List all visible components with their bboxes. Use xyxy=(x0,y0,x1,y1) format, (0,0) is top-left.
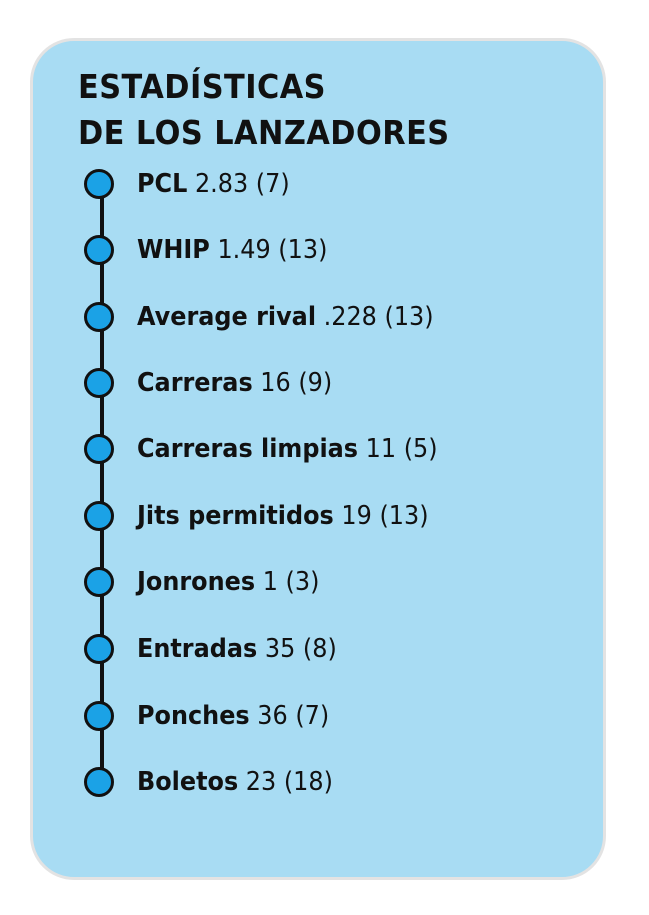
timeline-dot xyxy=(84,434,114,464)
stat-item-ponches: Ponches 36 (7) xyxy=(84,696,346,736)
timeline-dot xyxy=(84,169,114,199)
stat-item-whip: WHIP 1.49 (13) xyxy=(84,230,344,270)
stat-label: Average rival xyxy=(137,302,317,332)
stat-value: 19 (13) xyxy=(341,501,429,531)
timeline-dot xyxy=(84,634,114,664)
stat-label: Jonrones xyxy=(137,567,256,597)
timeline-dot xyxy=(84,302,114,332)
stat-value: .228 (13) xyxy=(323,302,434,332)
stat-value: 2.83 (7) xyxy=(194,169,290,199)
stat-value: 23 (18) xyxy=(245,767,333,797)
stat-label: WHIP xyxy=(137,235,210,265)
stat-label: Carreras xyxy=(137,368,253,398)
stat-label: Entradas xyxy=(137,634,258,664)
stat-label: Carreras limpias xyxy=(137,434,359,464)
stat-label: Ponches xyxy=(137,701,250,731)
timeline-dot xyxy=(84,235,114,265)
timeline-dot xyxy=(84,567,114,597)
title-line-1: ESTADÍSTICAS xyxy=(78,67,326,106)
timeline-line xyxy=(100,186,104,782)
stat-label: Jits permitidos xyxy=(137,501,334,531)
stat-item-carreras: Carreras 16 (9) xyxy=(84,363,349,403)
stat-label: PCL xyxy=(137,169,188,199)
stat-item-entradas: Entradas 35 (8) xyxy=(84,629,354,669)
stat-item-average-rival: Average rival .228 (13) xyxy=(84,297,459,337)
stat-value: 1.49 (13) xyxy=(217,235,328,265)
timeline-dot xyxy=(84,767,114,797)
stat-item-jits-permitidos: Jits permitidos 19 (13) xyxy=(84,496,454,536)
stat-item-jonrones: Jonrones 1 (3) xyxy=(84,562,335,602)
title-line-2: DE LOS LANZADORES xyxy=(78,113,450,152)
timeline-dot xyxy=(84,501,114,531)
stat-value: 11 (5) xyxy=(365,434,438,464)
stat-value: 36 (7) xyxy=(257,701,330,731)
stat-value: 1 (3) xyxy=(262,567,320,597)
stat-value: 35 (8) xyxy=(264,634,337,664)
stat-label: Boletos xyxy=(137,767,239,797)
stat-item-carreras-limpias: Carreras limpias 11 (5) xyxy=(84,429,464,469)
stats-card xyxy=(30,38,606,880)
stat-value: 16 (9) xyxy=(260,368,333,398)
timeline-dot xyxy=(84,368,114,398)
card-title: ESTADÍSTICAS DE LOS LANZADORES xyxy=(78,64,450,156)
timeline-dot xyxy=(84,701,114,731)
stat-item-pcl: PCL 2.83 (7) xyxy=(84,164,303,204)
stat-item-boletos: Boletos 23 (18) xyxy=(84,762,350,802)
